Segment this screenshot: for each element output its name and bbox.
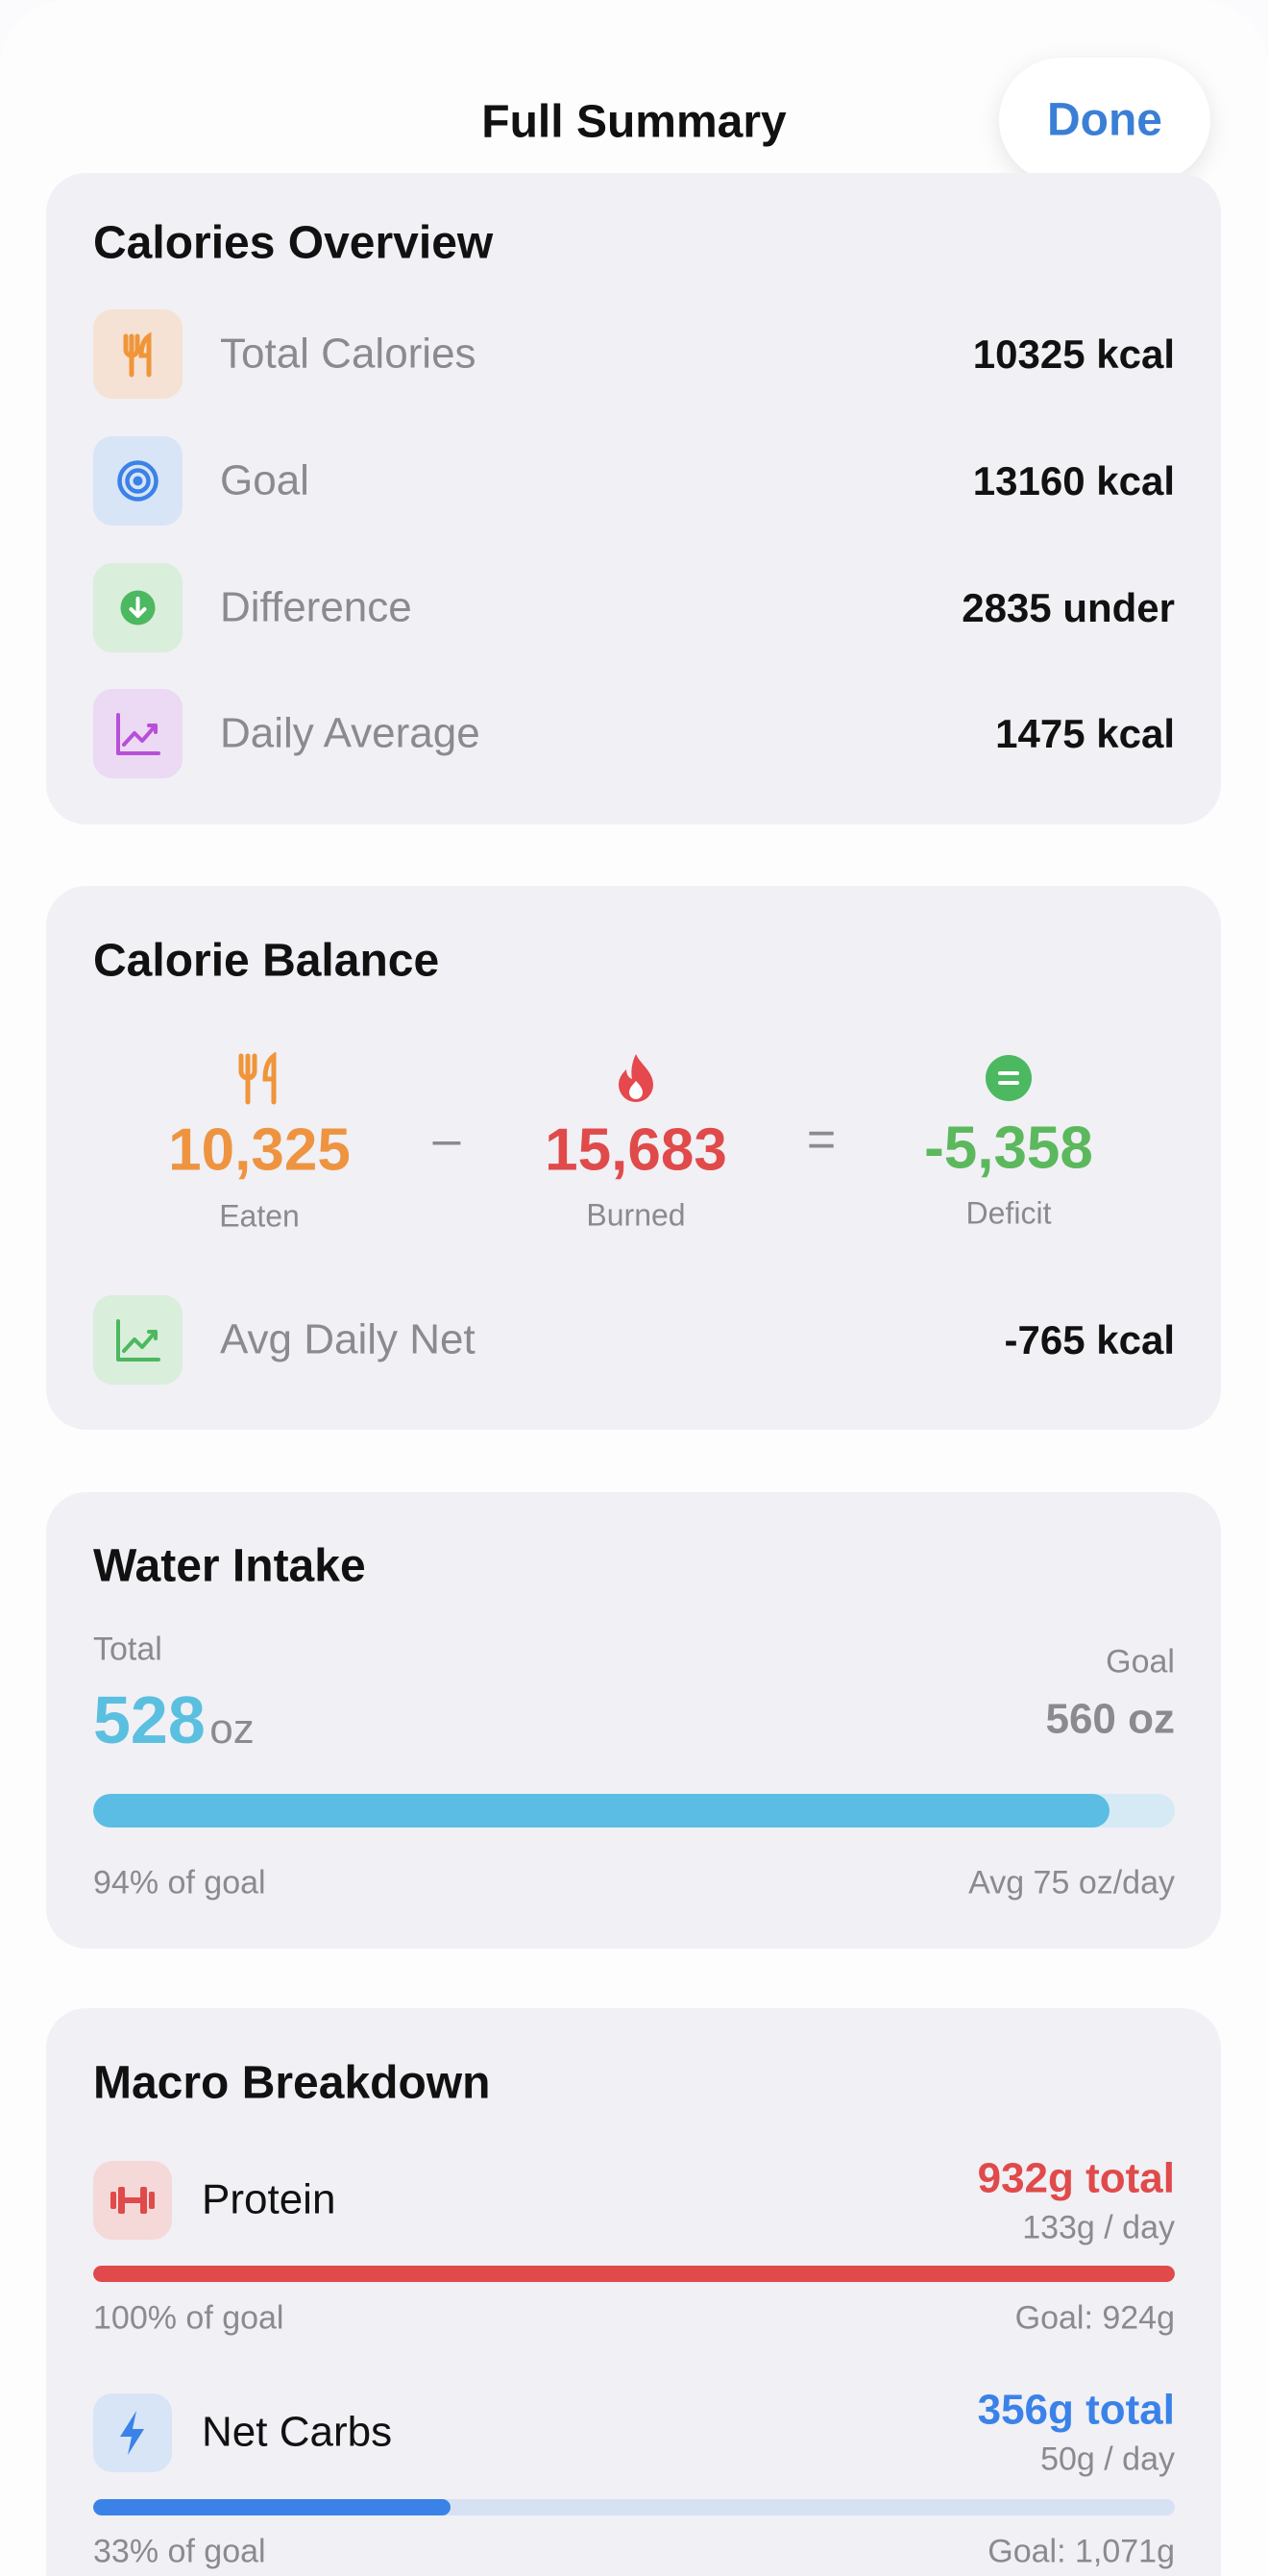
icon-chart	[93, 689, 183, 778]
minus-sign: –	[432, 1112, 461, 1168]
average-label: Avg 75 oz/day	[968, 1864, 1175, 1901]
row-label: Total Calories	[220, 330, 476, 378]
row-label: Daily Average	[220, 709, 480, 757]
total-value: 528	[93, 1681, 206, 1757]
burned-label: Burned	[586, 1197, 686, 1233]
equals-sign: =	[806, 1112, 837, 1168]
row-value: -765 kcal	[1004, 1316, 1175, 1362]
row-label: Avg Daily Net	[220, 1315, 476, 1363]
icon-equals	[986, 1055, 1032, 1101]
done-button[interactable]: Done	[999, 58, 1210, 183]
row-value: 2835 under	[962, 584, 1175, 630]
card-title: Macro Breakdown	[93, 2057, 491, 2109]
row-value: 13160 kcal	[972, 457, 1175, 503]
percent-label: 94% of goal	[93, 1864, 266, 1901]
macro-total: 356g total	[977, 2386, 1175, 2434]
deficit-label: Deficit	[965, 1195, 1052, 1231]
eaten-value: 10,325	[168, 1116, 351, 1184]
goal-value: 560 oz	[1045, 1695, 1175, 1743]
icon-chart	[93, 1295, 183, 1385]
macro-name: Net Carbs	[202, 2408, 393, 2456]
icon-utensils	[93, 309, 183, 399]
card-title: Water Intake	[93, 1540, 366, 1592]
icon-arrow-down	[93, 563, 183, 652]
row-label: Goal	[220, 456, 309, 504]
progress-track	[93, 2499, 1175, 2515]
total-label: Total	[93, 1631, 162, 1668]
water-intake-card	[46, 1492, 1221, 1949]
row-label: Difference	[220, 583, 412, 631]
macro-breakdown-card	[46, 2008, 1221, 2576]
icon-dumbbell	[93, 2161, 172, 2240]
eaten-label: Eaten	[219, 1198, 300, 1234]
percent-label: 100% of goal	[93, 2299, 284, 2337]
progress-fill	[93, 2499, 451, 2515]
water-total: 528 oz	[93, 1681, 255, 1759]
calorie-balance-card	[46, 886, 1221, 1430]
deficit-value: -5,358	[924, 1115, 1093, 1182]
icon-bolt	[93, 2393, 172, 2472]
row-value: 10325 kcal	[972, 331, 1175, 377]
row-value: 1475 kcal	[995, 710, 1175, 756]
calories-overview-card	[46, 173, 1221, 824]
card-title: Calories Overview	[93, 217, 494, 269]
macro-name: Protein	[202, 2175, 336, 2223]
burned-value: 15,683	[545, 1116, 727, 1184]
icon-target	[93, 436, 183, 526]
macro-goal: Goal: 924g	[1014, 2299, 1175, 2337]
goal-label: Goal	[1106, 1643, 1175, 1681]
progress-track	[93, 1794, 1175, 1828]
percent-label: 33% of goal	[93, 2533, 266, 2570]
macro-per-day: 50g / day	[1040, 2441, 1175, 2478]
card-title: Calorie Balance	[93, 935, 440, 987]
icon-utensils	[238, 1052, 277, 1105]
macro-total: 932g total	[977, 2154, 1175, 2202]
total-unit: oz	[209, 1705, 255, 1753]
macro-per-day: 133g / day	[1022, 2209, 1175, 2246]
icon-flame	[619, 1054, 653, 1102]
done-label[interactable]: Done	[1047, 94, 1162, 146]
progress-fill	[93, 2266, 1175, 2282]
macro-goal: Goal: 1,071g	[988, 2533, 1175, 2570]
progress-track	[93, 2266, 1175, 2282]
header-title: Full Summary	[481, 96, 787, 148]
progress-fill	[93, 1794, 1110, 1828]
